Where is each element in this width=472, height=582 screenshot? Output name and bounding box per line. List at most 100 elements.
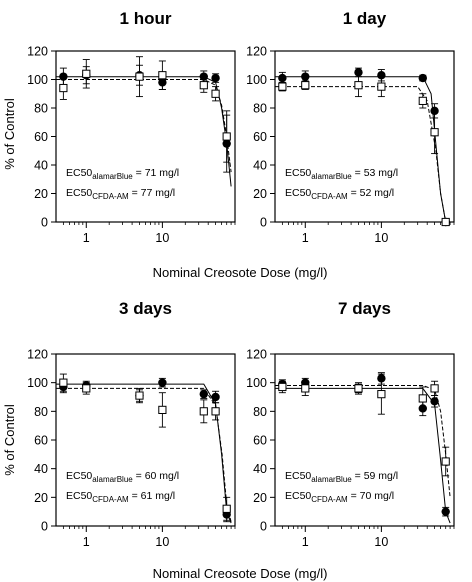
y-tick-label: 40 (34, 159, 48, 173)
data-point-circle (199, 72, 208, 81)
ec50-annotation: EC50CFDA-AM = 77 mg/l (66, 187, 175, 201)
data-point-circle (199, 389, 208, 399)
y-tick-label: 40 (34, 462, 48, 476)
ec50-prefix: EC50 (66, 490, 92, 502)
ec50-subscript: CFDA-AM (311, 495, 348, 504)
ec50-prefix: EC50 (66, 187, 92, 199)
ec50-subscript: alamarBlue (311, 172, 352, 181)
y-tick-label: 80 (253, 405, 267, 419)
panel-1: 1 hour 0 20 40 60 80 100 120 1 10 EC50alamarBlue =… (27, 9, 236, 245)
x-tick-label: 1 (302, 535, 309, 549)
data-point-square (211, 407, 220, 416)
y-tick-label: 20 (34, 187, 48, 201)
data-point-square (158, 71, 167, 80)
fit-curve (275, 385, 451, 498)
y-tick-label: 120 (27, 348, 48, 362)
series-open-squares (56, 373, 232, 522)
data-point-square (301, 384, 310, 393)
x-tick-label: 10 (374, 231, 388, 245)
data-point-square (211, 89, 220, 98)
data-point-circle (301, 72, 310, 81)
y-tick-label: 0 (260, 520, 267, 534)
data-point-square (377, 390, 386, 399)
data-point-circle (354, 68, 363, 77)
data-point-square (441, 217, 450, 227)
data-point-circle (278, 73, 287, 83)
ec50-subscript: alamarBlue (92, 172, 133, 181)
data-point-square (158, 405, 167, 414)
panel-2: 1 day 0 20 40 60 80 100 120 1 10 EC50alamarBlue = … (246, 9, 455, 245)
data-point-circle (377, 71, 386, 80)
y-tick-label: 60 (253, 130, 267, 144)
ec50-subscript: CFDA-AM (92, 495, 129, 504)
fit-curve (275, 86, 447, 223)
fit-curve (56, 79, 232, 173)
data-point-circle (211, 392, 220, 402)
ec50-annotation: EC50alamarBlue = 53 mg/l (285, 167, 398, 181)
data-point-square (135, 391, 144, 400)
ec50-prefix: EC50 (285, 187, 311, 199)
data-point-circle (418, 73, 427, 83)
data-point-square (59, 378, 68, 387)
ec50-annotation: EC50CFDA-AM = 52 mg/l (285, 187, 394, 201)
data-point-square (222, 132, 231, 141)
y-tick-label: 0 (41, 520, 48, 534)
y-tick-label: 100 (27, 73, 48, 87)
x-axis-label-bottom: Nominal Creosote Dose (mg/l) (153, 566, 328, 581)
data-point-square (418, 96, 427, 105)
ec50-annotation: EC50CFDA-AM = 70 mg/l (285, 490, 394, 504)
data-point-square (430, 128, 439, 137)
y-tick-label: 40 (253, 462, 267, 476)
data-point-square (278, 82, 287, 91)
data-point-square (441, 457, 450, 466)
series-open-squares (275, 73, 450, 227)
fit-curve (56, 383, 232, 524)
ec50-value: = 53 mg/l (352, 167, 398, 179)
y-tick-label: 120 (27, 45, 48, 59)
x-tick-label: 1 (83, 535, 90, 549)
ec50-value: = 60 mg/l (133, 470, 179, 482)
y-tick-label: 100 (27, 376, 48, 390)
panel-3: 3 days 0 20 40 60 80 100 120 1 10 EC50alamarBlue =… (27, 299, 236, 549)
ec50-annotation: EC50CFDA-AM = 61 mg/l (66, 490, 175, 504)
ec50-value: = 61 mg/l (129, 490, 175, 502)
ec50-subscript: alamarBlue (311, 475, 352, 484)
y-tick-label: 20 (253, 187, 267, 201)
data-point-square (199, 81, 208, 90)
y-tick-label: 0 (260, 216, 267, 230)
y-tick-label: 60 (34, 130, 48, 144)
y-tick-label: 60 (253, 434, 267, 448)
y-tick-label: 0 (41, 216, 48, 230)
ec50-value: = 52 mg/l (348, 187, 394, 199)
data-point-circle (441, 507, 450, 516)
y-tick-label: 20 (34, 491, 48, 505)
data-point-square (301, 81, 310, 90)
panel-title: 7 days (338, 299, 391, 318)
ec50-prefix: EC50 (66, 470, 92, 482)
data-point-circle (430, 397, 439, 406)
data-point-square (430, 384, 439, 393)
y-axis-label-top: % of Control (2, 98, 17, 170)
ec50-prefix: EC50 (66, 167, 92, 179)
x-tick-label: 1 (302, 231, 309, 245)
x-tick-label: 10 (155, 231, 169, 245)
series-open-squares (275, 373, 451, 498)
ec50-subscript: CFDA-AM (311, 192, 348, 201)
data-point-circle (211, 73, 220, 83)
ec50-subscript: alamarBlue (92, 475, 133, 484)
data-point-square (199, 407, 208, 416)
ec50-value: = 71 mg/l (133, 167, 179, 179)
ec50-annotation: EC50alamarBlue = 71 mg/l (66, 167, 179, 181)
ec50-prefix: EC50 (285, 167, 311, 179)
y-tick-label: 100 (246, 376, 267, 390)
x-tick-label: 1 (83, 231, 90, 245)
y-tick-label: 120 (246, 45, 267, 59)
data-point-square (135, 72, 144, 81)
x-axis-label-top: Nominal Creosote Dose (mg/l) (153, 265, 328, 280)
y-tick-label: 20 (253, 491, 267, 505)
data-point-square (82, 69, 91, 78)
data-point-square (278, 382, 287, 392)
data-point-circle (158, 378, 167, 387)
